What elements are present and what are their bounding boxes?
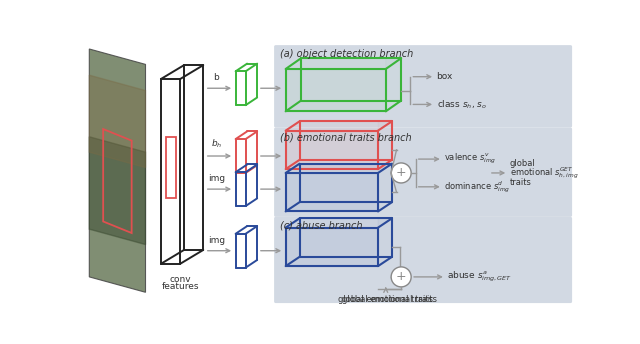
Polygon shape (90, 49, 145, 292)
Circle shape (391, 267, 411, 287)
Polygon shape (285, 228, 378, 266)
Text: global emotional traits: global emotional traits (339, 295, 433, 304)
Polygon shape (90, 75, 145, 168)
Text: b: b (214, 73, 220, 82)
Polygon shape (90, 137, 145, 245)
Text: conv: conv (170, 275, 191, 284)
FancyBboxPatch shape (274, 45, 572, 128)
FancyBboxPatch shape (274, 217, 572, 303)
Text: global: global (509, 159, 536, 168)
Text: $b_h$: $b_h$ (211, 137, 222, 150)
Text: features: features (161, 281, 199, 291)
Text: global emotional traits: global emotional traits (342, 294, 437, 304)
Text: abuse $s^a_{img,GET}$: abuse $s^a_{img,GET}$ (447, 270, 513, 284)
Text: class $s_h$, $s_o$: class $s_h$, $s_o$ (436, 98, 487, 111)
Text: +: + (396, 166, 406, 180)
Polygon shape (285, 173, 378, 212)
Polygon shape (285, 131, 378, 169)
Text: (a) object detection branch: (a) object detection branch (280, 49, 413, 59)
Text: valence $s^v_{img}$: valence $s^v_{img}$ (444, 152, 497, 166)
Text: img: img (208, 236, 225, 245)
Text: (b) emotional traits branch: (b) emotional traits branch (280, 132, 412, 142)
Polygon shape (161, 79, 180, 264)
FancyBboxPatch shape (274, 128, 572, 217)
Circle shape (391, 163, 411, 183)
Text: (c) abuse branch: (c) abuse branch (280, 221, 363, 231)
Text: box: box (436, 72, 453, 81)
Text: emotional $s^{GET}_{h,img}$: emotional $s^{GET}_{h,img}$ (509, 165, 579, 181)
Polygon shape (285, 69, 386, 111)
Text: dominance $s^d_{img}$: dominance $s^d_{img}$ (444, 179, 511, 195)
Text: traits: traits (509, 178, 532, 187)
Bar (166, 137, 176, 198)
Text: img: img (208, 174, 225, 183)
Text: +: + (396, 270, 406, 283)
